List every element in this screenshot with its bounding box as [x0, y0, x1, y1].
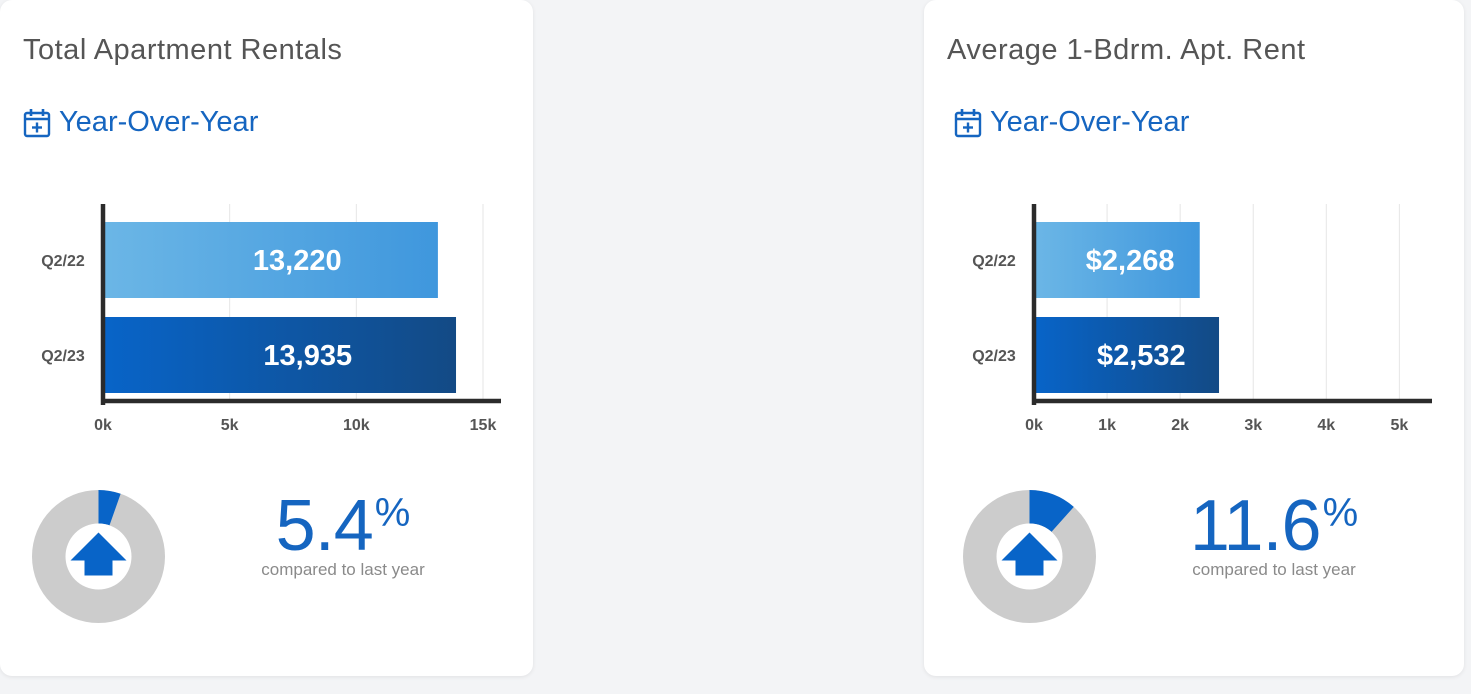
x-tick-label: 5k [1390, 417, 1408, 434]
card-average-1-bdrm-rent: Average 1-Bdrm. Apt. Rent Year-Over-Year… [924, 0, 1464, 676]
change-unit: % [374, 491, 411, 535]
calendar-plus-icon [23, 108, 51, 138]
change-donut [963, 490, 1096, 623]
x-tick-label: 5k [221, 417, 239, 434]
change-caption: compared to last year [261, 560, 425, 579]
arrow-up-icon [70, 532, 127, 576]
period-selector[interactable]: Year-Over-Year [954, 106, 1189, 139]
x-tick-label: 15k [470, 417, 497, 434]
change-stat: 5.4 % compared to last year [233, 488, 453, 580]
bar-q2-22 [105, 222, 438, 298]
change-value: 11.6 [1189, 486, 1322, 566]
x-tick-label: 0k [1025, 417, 1043, 434]
change-value: 5.4 [275, 486, 374, 566]
bar-value-label: 13,935 [263, 340, 352, 372]
donut-segment [98, 490, 121, 526]
rent-bar-chart: $2,268 Q2/22 $2,532 Q2/23 0k 1k 2k 3k 4k 5k [972, 204, 1432, 434]
change-caption: compared to last year [1192, 560, 1356, 579]
category-label: Q2/23 [41, 348, 85, 365]
bar-q2-23 [105, 317, 457, 393]
bar-value-label: $2,532 [1097, 340, 1186, 372]
x-tick-label: 3k [1244, 417, 1262, 434]
period-label: Year-Over-Year [990, 106, 1190, 138]
donut-segment [1029, 490, 1074, 532]
change-stat: 11.6 % compared to last year [1164, 488, 1384, 580]
bar-q2-23 [1036, 317, 1220, 393]
change-donut [32, 490, 165, 623]
calendar-plus-icon [954, 108, 982, 138]
period-selector[interactable]: Year-Over-Year [23, 106, 258, 139]
x-tick-label: 1k [1098, 417, 1116, 434]
x-tick-label: 10k [343, 417, 370, 434]
bar-q2-22 [1036, 222, 1200, 298]
x-tick-label: 4k [1317, 417, 1335, 434]
bar-value-label: $2,268 [1086, 245, 1175, 277]
arrow-up-icon [1001, 532, 1058, 576]
rentals-bar-chart: 13,220 Q2/22 13,935 Q2/23 0k 5k 10k 15k [41, 204, 501, 434]
bar-value-label: 13,220 [253, 245, 342, 277]
change-unit: % [1322, 491, 1359, 535]
x-tick-label: 0k [94, 417, 112, 434]
period-label: Year-Over-Year [59, 106, 259, 138]
x-tick-label: 2k [1171, 417, 1189, 434]
category-label: Q2/23 [972, 348, 1016, 365]
card-total-apartment-rentals: Total Apartment Rentals Year-Over-Year 1… [0, 0, 533, 676]
card-title: Total Apartment Rentals [23, 34, 343, 66]
card-title: Average 1-Bdrm. Apt. Rent [947, 34, 1306, 66]
category-label: Q2/22 [972, 253, 1016, 270]
category-label: Q2/22 [41, 253, 85, 270]
